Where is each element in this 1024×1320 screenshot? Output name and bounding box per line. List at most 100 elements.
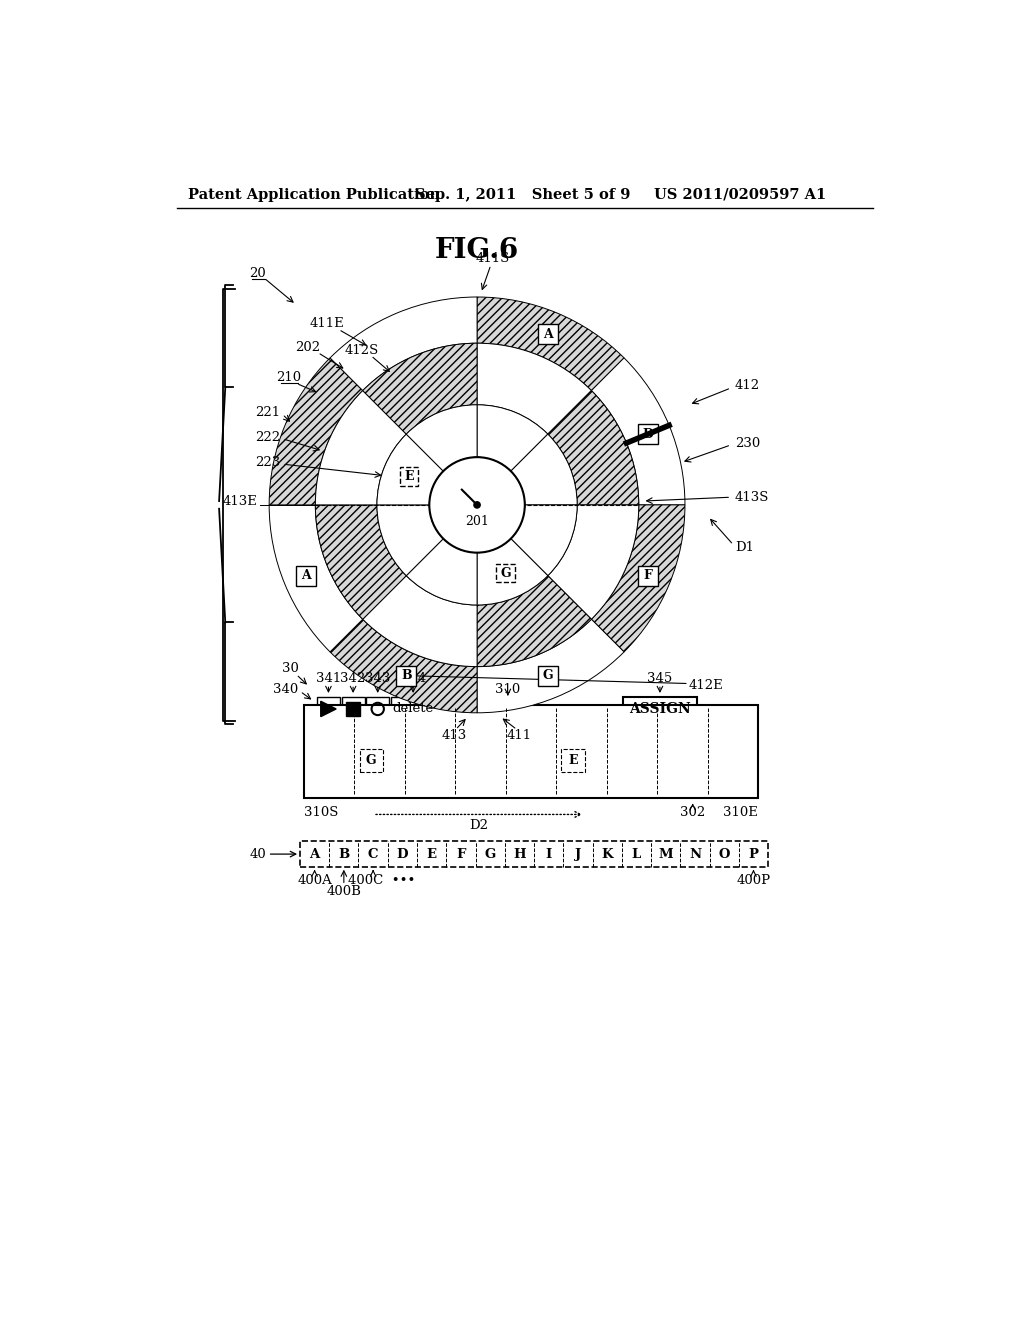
Text: D1: D1 — [735, 541, 754, 554]
FancyBboxPatch shape — [342, 697, 365, 721]
Text: 400A: 400A — [297, 874, 332, 887]
Text: G: G — [366, 754, 377, 767]
FancyBboxPatch shape — [638, 424, 657, 445]
FancyBboxPatch shape — [396, 665, 417, 685]
Text: E: E — [568, 754, 578, 767]
Wedge shape — [269, 506, 362, 652]
Text: US 2011/0209597 A1: US 2011/0209597 A1 — [654, 187, 826, 202]
Text: 413E: 413E — [223, 495, 258, 508]
Text: 340: 340 — [273, 684, 298, 696]
Text: 413S: 413S — [735, 491, 769, 504]
Text: 302: 302 — [680, 807, 706, 820]
Text: P: P — [749, 847, 759, 861]
FancyBboxPatch shape — [538, 325, 558, 345]
Text: 221: 221 — [256, 407, 281, 418]
Text: FIG.6: FIG.6 — [435, 238, 519, 264]
Text: 230: 230 — [735, 437, 760, 450]
Text: E: E — [427, 847, 436, 861]
Text: 412: 412 — [735, 379, 760, 392]
FancyBboxPatch shape — [561, 750, 585, 772]
Text: 310: 310 — [496, 684, 520, 696]
Wedge shape — [362, 343, 477, 434]
Text: 223: 223 — [255, 455, 281, 469]
Text: 310E: 310E — [723, 807, 758, 820]
Text: 222: 222 — [256, 430, 281, 444]
Text: 400P: 400P — [736, 874, 770, 887]
Text: D2: D2 — [469, 818, 488, 832]
Wedge shape — [377, 434, 443, 506]
Wedge shape — [477, 576, 592, 667]
Text: 400C  •••: 400C ••• — [348, 874, 416, 887]
Text: 344: 344 — [400, 672, 426, 685]
Text: Sep. 1, 2011   Sheet 5 of 9: Sep. 1, 2011 Sheet 5 of 9 — [416, 187, 631, 202]
Text: G: G — [543, 669, 553, 682]
Wedge shape — [269, 358, 362, 506]
Text: 201: 201 — [465, 515, 489, 528]
Text: 343: 343 — [365, 672, 390, 685]
Text: 411: 411 — [507, 730, 532, 742]
Text: 341: 341 — [315, 672, 341, 685]
Text: G: G — [484, 847, 496, 861]
Text: L: L — [632, 847, 641, 861]
Text: 310S: 310S — [304, 807, 338, 820]
Wedge shape — [511, 506, 578, 576]
Text: A: A — [301, 569, 311, 582]
FancyBboxPatch shape — [316, 697, 340, 721]
Text: I: I — [546, 847, 552, 861]
Text: K: K — [601, 847, 613, 861]
Wedge shape — [377, 506, 443, 576]
Text: delete: delete — [392, 702, 434, 715]
Wedge shape — [477, 297, 624, 391]
FancyBboxPatch shape — [346, 702, 360, 715]
Wedge shape — [315, 391, 407, 506]
Text: A: A — [543, 327, 553, 341]
FancyBboxPatch shape — [624, 697, 696, 721]
Wedge shape — [548, 391, 639, 506]
Text: 202: 202 — [295, 341, 321, 354]
FancyBboxPatch shape — [399, 467, 418, 486]
Text: 40: 40 — [249, 847, 266, 861]
Text: 412S: 412S — [344, 345, 379, 358]
Polygon shape — [321, 701, 336, 717]
Text: G: G — [500, 566, 511, 579]
Text: 210: 210 — [275, 371, 301, 384]
Text: 411S: 411S — [475, 252, 510, 265]
Circle shape — [473, 502, 481, 508]
Wedge shape — [477, 343, 592, 434]
Text: Patent Application Publication: Patent Application Publication — [188, 187, 440, 202]
Text: B: B — [338, 847, 349, 861]
FancyBboxPatch shape — [300, 841, 768, 867]
Text: C: C — [368, 847, 378, 861]
FancyBboxPatch shape — [304, 705, 758, 797]
FancyBboxPatch shape — [538, 665, 558, 685]
Text: B: B — [401, 669, 412, 682]
Wedge shape — [511, 434, 578, 506]
Text: O: O — [719, 847, 730, 861]
Wedge shape — [477, 405, 548, 471]
Text: N: N — [689, 847, 701, 861]
Text: D: D — [642, 428, 653, 441]
FancyBboxPatch shape — [367, 697, 389, 721]
Text: 345: 345 — [647, 672, 673, 685]
FancyBboxPatch shape — [638, 565, 657, 586]
Text: J: J — [574, 847, 581, 861]
Text: E: E — [404, 470, 414, 483]
Text: A: A — [309, 847, 319, 861]
Text: 400B: 400B — [327, 884, 361, 898]
FancyBboxPatch shape — [296, 565, 316, 586]
FancyBboxPatch shape — [359, 750, 383, 772]
Text: 413: 413 — [441, 730, 467, 742]
Wedge shape — [477, 619, 624, 713]
Wedge shape — [330, 297, 477, 391]
Wedge shape — [362, 576, 477, 667]
Circle shape — [429, 457, 524, 553]
Text: 411E: 411E — [309, 317, 344, 330]
FancyBboxPatch shape — [391, 697, 435, 721]
Text: 30: 30 — [283, 661, 299, 675]
FancyBboxPatch shape — [496, 564, 515, 582]
Text: 342: 342 — [340, 672, 366, 685]
Wedge shape — [592, 358, 685, 506]
Wedge shape — [548, 506, 639, 619]
Wedge shape — [407, 539, 477, 605]
Wedge shape — [330, 619, 477, 713]
